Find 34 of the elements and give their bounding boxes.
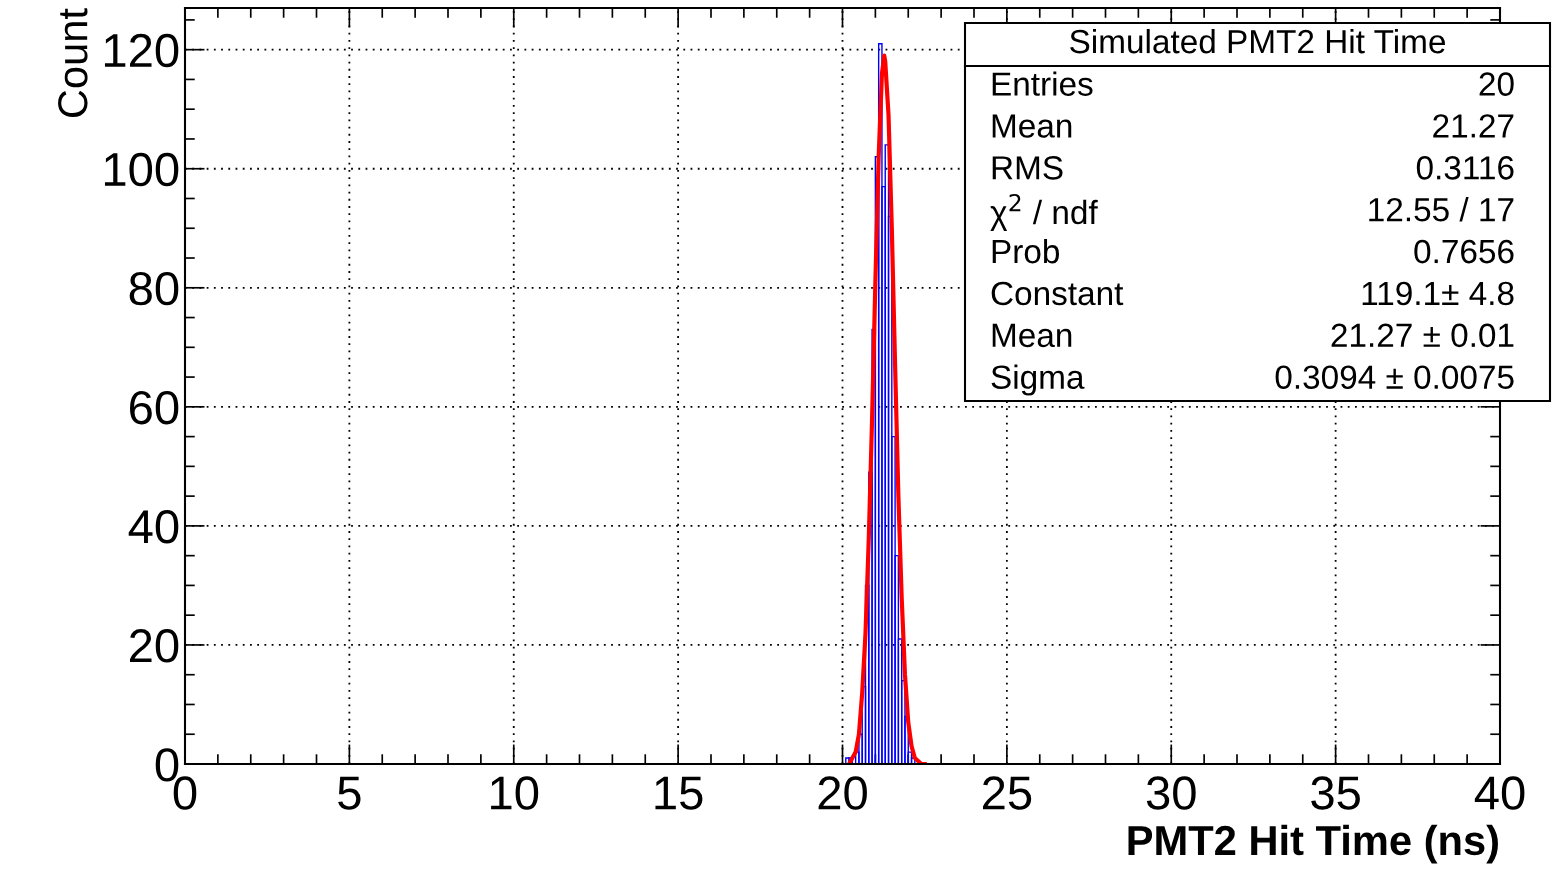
x-tick-label: 20 xyxy=(818,776,867,810)
annotation: Prob xyxy=(992,238,1060,264)
y-axis-title: Count xyxy=(58,8,88,118)
annotation: 0.3094 ± 0.0075 xyxy=(1275,365,1514,390)
x-axis-title: PMT2 Hit Time (ns) xyxy=(1128,824,1498,864)
x-tick-label: 40 xyxy=(1474,776,1525,810)
annotation: Constant xyxy=(991,281,1124,306)
annotation: 0.7656 xyxy=(1414,239,1514,264)
y-tick-label: 60 xyxy=(130,390,179,425)
x-tick-label: 35 xyxy=(1311,776,1360,810)
annotation: 21.27 ± 0.01 xyxy=(1331,323,1514,348)
annotation: 12.55 / 17 xyxy=(1369,197,1514,222)
annotation: Entries xyxy=(992,71,1093,96)
y-tick-label: 100 xyxy=(104,152,179,187)
x-tick-label: 30 xyxy=(1146,776,1196,810)
x-tick-label: 15 xyxy=(655,776,703,810)
x-tick-label: 10 xyxy=(491,776,539,810)
chart-title: Simulated PMT2 Hit Time xyxy=(1070,28,1445,54)
annotation: Mean xyxy=(992,323,1072,348)
annotation: χ$^{2}$ / ndf xyxy=(990,193,1098,231)
y-tick-label: 20 xyxy=(129,629,179,663)
annotation: 20 xyxy=(1479,72,1514,96)
y-tick-label: 40 xyxy=(128,510,179,544)
annotation: 21.27 xyxy=(1433,114,1514,138)
x-tick-label: 5 xyxy=(338,776,361,810)
annotation: Mean xyxy=(992,114,1072,138)
annotation: RMS xyxy=(992,156,1063,180)
x-tick-label: 25 xyxy=(982,776,1032,810)
annotation: 0.3116 xyxy=(1416,156,1514,180)
line-series xyxy=(846,53,927,764)
annotation: Sigma xyxy=(991,364,1085,396)
annotation: 119.1± 4.8 xyxy=(1362,281,1514,306)
y-tick-label: 120 xyxy=(104,33,179,68)
y-tick-label: 80 xyxy=(129,271,179,306)
